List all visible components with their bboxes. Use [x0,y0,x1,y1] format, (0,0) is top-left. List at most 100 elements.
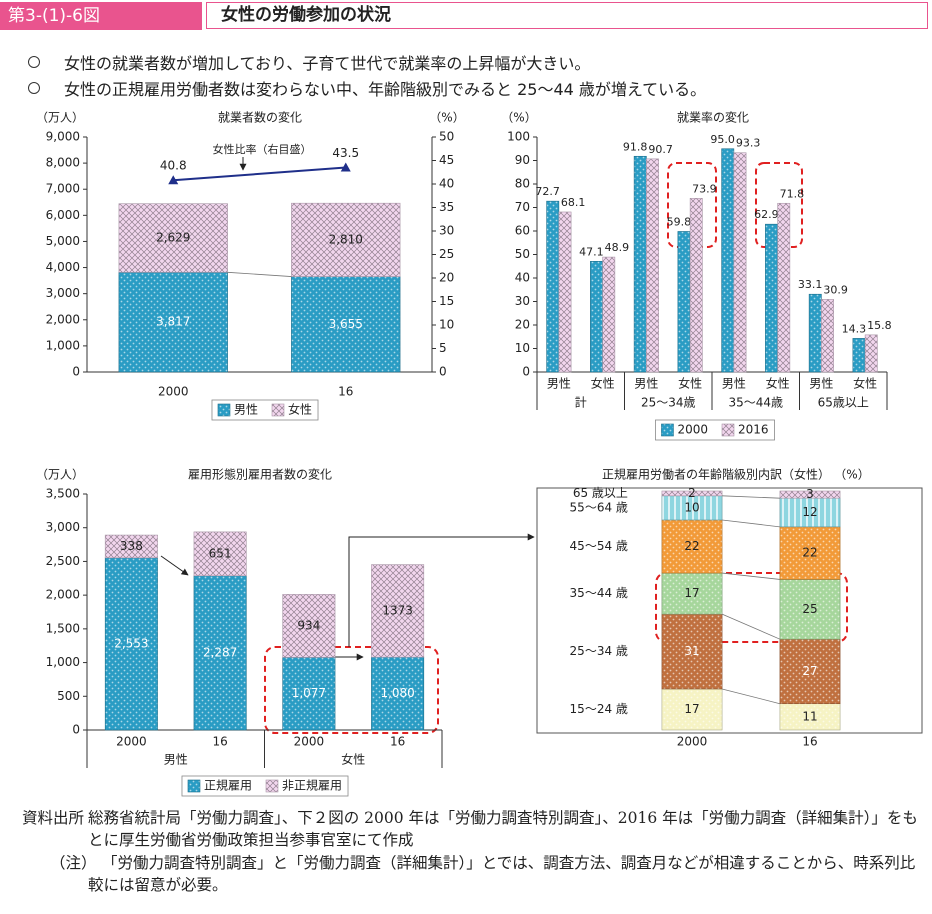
note-label: （注） [50,854,97,872]
bar [765,223,778,373]
note-text: 「労働力調査特別調査」と「労働力調査（詳細集計）」とでは、調査方法、調査月などが… [88,854,916,894]
bar [733,152,747,373]
chart-title: 正規雇用労働者の年齢階級別内訳（女性） [602,467,830,482]
axis-unit: （万人） [36,111,84,125]
value-label: 12 [802,505,817,519]
value-label: 47.1 [579,245,604,258]
group-label: 計 [575,395,587,410]
connector-line [227,271,292,277]
legend-label: 非正規雇用 [282,778,342,793]
value-label: 68.1 [561,196,586,209]
value-label: 11 [802,709,817,723]
legend-box [181,775,349,797]
bar-segment [371,564,425,658]
chart-title: 就業者数の変化 [218,110,302,125]
value-label: 1,077 [292,686,326,700]
footnote: （注） 「労働力調査特別調査」と「労働力調査（詳細集計）」とでは、調査方法、調査… [50,852,920,896]
value-label: 1373 [382,603,413,617]
bar [777,202,791,373]
group-label: 男性 [164,753,188,767]
bar-segment [118,203,228,273]
y-tick-label: 50 [439,130,454,144]
value-label: 10 [684,500,699,514]
legend-box [211,399,319,421]
y-tick-label: 4,000 [46,260,80,274]
value-label: 2,287 [203,645,237,659]
legend-label: 女性 [288,403,312,417]
panel-border [536,487,923,734]
bar [808,293,822,373]
series-label: 女性比率（右目盛） [213,142,312,156]
y-tick-label: 7,000 [46,182,80,196]
bar-segment [661,495,723,521]
value-label: 59.8 [667,215,692,228]
bar-segment [118,272,228,373]
highlight-box [264,646,439,734]
y-tick-label: 1,000 [46,338,80,352]
y-tick-label: 1,000 [46,655,80,669]
series-label: 45～54 歳 [570,539,628,553]
value-label: 1,080 [380,686,414,700]
source-label: 資料出所 [22,809,85,827]
value-label: 17 [684,702,699,716]
y-tick-label: 40 [515,271,530,285]
value-label: 3 [806,487,814,501]
value-label: 934 [297,618,320,632]
bar-segment [104,557,158,731]
value-label: 3,655 [329,317,363,331]
legend-swatch [271,403,285,417]
series-label: 55～64 歳 [570,500,628,514]
bar-segment [291,276,401,373]
y-tick-label: 0 [439,365,447,379]
y-tick-label: 2,000 [46,312,80,326]
bar-segment [779,526,841,580]
legend-swatch [217,403,231,417]
legend-swatch [187,779,201,793]
chart-title: 雇用形態別雇用者数の変化 [188,467,332,482]
group-label: 65歳以上 [818,396,869,410]
bar-segment [779,579,841,640]
bar [689,198,703,373]
y-tick-label: 30 [515,294,530,308]
x-tick-label: 16 [390,735,405,749]
bar-segment [779,703,841,731]
y-tick-label: 25 [439,247,454,261]
legend-box [655,419,775,441]
value-label: 93.3 [736,137,761,150]
axis-unit: （万人） [36,468,84,482]
bullet-mark [28,82,40,94]
series-label: 35～44 歳 [570,586,628,600]
value-label: 25 [802,602,817,616]
y-tick-label: 45 [439,153,454,167]
y-tick-label: 35 [439,200,454,214]
connector-line [721,688,781,705]
bar [602,256,616,373]
y-tick-label: 5,000 [46,234,80,248]
bar [821,299,834,373]
x-tick-label: 16 [338,385,353,399]
value-label: 30.9 [823,283,848,296]
y-tick-label: 15 [439,294,454,308]
bar-segment [291,202,401,277]
legend-swatch [661,423,674,437]
x-tick-label: 男性 [634,377,658,391]
y-tick-label: 30 [439,224,454,238]
bar-segment [193,575,247,731]
value-label: 651 [209,546,232,560]
y-tick-label: 5 [439,341,447,355]
x-tick-label: 2000 [677,735,708,749]
axis-unit: （%） [501,111,536,125]
bar-segment [661,688,723,731]
bar [558,211,572,373]
line-series [173,166,346,182]
bar-segment [104,534,158,559]
y-tick-label: 2,000 [46,588,80,602]
bar-segment [282,594,336,658]
y-tick-label: 10 [439,318,454,332]
value-label: 2,553 [114,636,148,650]
x-tick-label: 女性 [853,377,877,391]
group-label: 25～34歳 [641,396,696,410]
y-tick-label: 80 [515,177,530,191]
axis-unit: （%） [834,468,869,482]
series-label: 25～34 歳 [570,644,628,658]
